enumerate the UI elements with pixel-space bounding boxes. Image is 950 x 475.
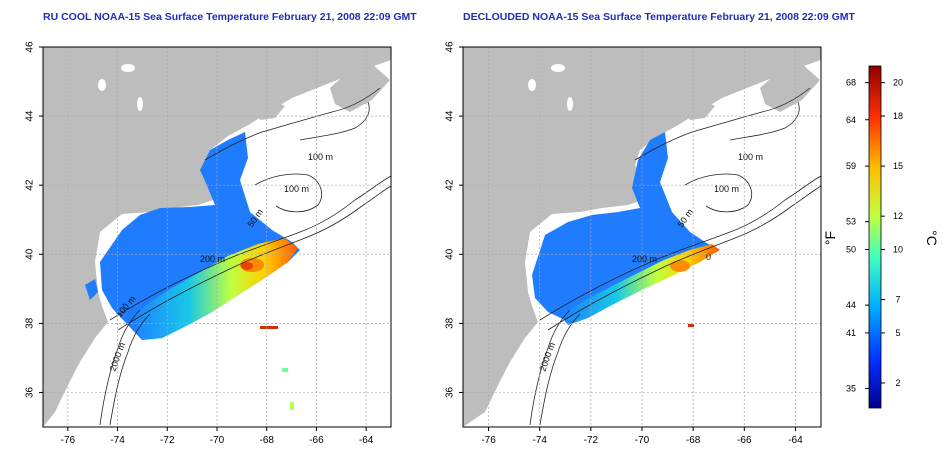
bathymetry-contours: [99, 87, 391, 426]
contour-label: 200 m: [200, 254, 225, 264]
left-map-title: RU COOL NOAA-15 Sea Surface Temperature …: [43, 11, 417, 23]
land-mass: [463, 47, 821, 427]
f-tick-label: 44: [846, 300, 856, 310]
f-tick-label: 35: [846, 384, 856, 394]
c-tick-label: 15: [893, 161, 903, 171]
gridlines: [463, 47, 821, 427]
y-tick-label: 46: [25, 41, 36, 53]
land-mass: [43, 47, 391, 427]
c-tick-label: 5: [895, 328, 900, 338]
lakes: [528, 64, 573, 111]
contour-label: 100 m: [738, 152, 763, 162]
contour-label: 0: [706, 252, 711, 262]
contour-label: 100 m: [714, 184, 739, 194]
sst-data: [532, 132, 720, 327]
x-tick-label: -76: [61, 435, 76, 446]
x-tick-label: -64: [359, 435, 374, 446]
contour-label: 100 m: [308, 152, 333, 162]
gridlines: [43, 47, 391, 427]
x-tick-label: -76: [481, 435, 496, 446]
x-tick-label: -68: [686, 435, 701, 446]
c-tick-label: 12: [893, 211, 903, 221]
y-tick-label: 36: [445, 386, 456, 398]
f-tick-label: 50: [846, 245, 856, 255]
fahrenheit-unit-label: °F: [822, 231, 838, 245]
f-tick-label: 68: [846, 78, 856, 88]
temperature-colorbar: 68 64 59 53 50 44 41 35 20 18 15 12 10 7 5 2 °F °C: [822, 65, 940, 409]
y-tick-label: 38: [445, 317, 456, 329]
bathymetry-contours: [529, 87, 821, 426]
y-tick-label: 36: [25, 386, 36, 398]
c-tick-label: 20: [893, 78, 903, 88]
x-tick-label: -68: [259, 435, 274, 446]
lakes: [98, 64, 143, 111]
x-tick-label: -74: [532, 435, 547, 446]
colorbar-ticks: 68 64 59 53 50 44 41 35 20 18 15 12 10 7 5 2: [846, 78, 903, 394]
x-tick-label: -66: [737, 435, 752, 446]
c-tick-label: 2: [895, 378, 900, 388]
c-tick-label: 7: [895, 295, 900, 305]
c-tick-label: 18: [893, 111, 903, 121]
y-tick-label: 44: [25, 110, 36, 122]
y-tick-label: 44: [445, 110, 456, 122]
y-tick-label: 42: [445, 179, 456, 191]
y-tick-label: 40: [25, 248, 36, 260]
left-map-panel: 100 m 100 m 50 m 200 m 100 m 2000 m -76-…: [25, 41, 392, 446]
x-tick-label: -64: [788, 435, 803, 446]
f-tick-label: 59: [846, 161, 856, 171]
colorbar-gradient: [868, 65, 882, 409]
f-tick-label: 41: [846, 328, 856, 338]
y-tick-label: 38: [25, 317, 36, 329]
axis-ticks: -76 -74 -72 -70 -68 -66 -64 36 38 40 42 44 46: [445, 41, 803, 446]
y-tick-label: 40: [445, 248, 456, 260]
x-tick-label: -66: [309, 435, 324, 446]
contour-label: 200 m: [632, 254, 657, 264]
celsius-unit-label: °C: [924, 230, 940, 246]
right-map-title: DECLOUDED NOAA-15 Sea Surface Temperatur…: [463, 11, 855, 23]
y-tick-label: 42: [25, 179, 36, 191]
y-tick-label: 46: [445, 41, 456, 53]
x-tick-label: -72: [160, 435, 175, 446]
x-tick-label: -70: [210, 435, 225, 446]
contour-label: 100 m: [284, 184, 309, 194]
c-tick-label: 10: [893, 245, 903, 255]
right-map-panel: 100 m 100 m 50 m 200 m 0 2000 m -76 -74 -7…: [445, 41, 822, 446]
x-tick-label: -74: [110, 435, 125, 446]
x-tick-label: -72: [584, 435, 599, 446]
x-tick-label: -70: [635, 435, 650, 446]
axis-ticks: -76 -74 -72 -70 -68 -66 -64 36 38 40 42 44 46: [25, 41, 374, 446]
f-tick-label: 64: [846, 115, 856, 125]
f-tick-label: 53: [846, 217, 856, 227]
